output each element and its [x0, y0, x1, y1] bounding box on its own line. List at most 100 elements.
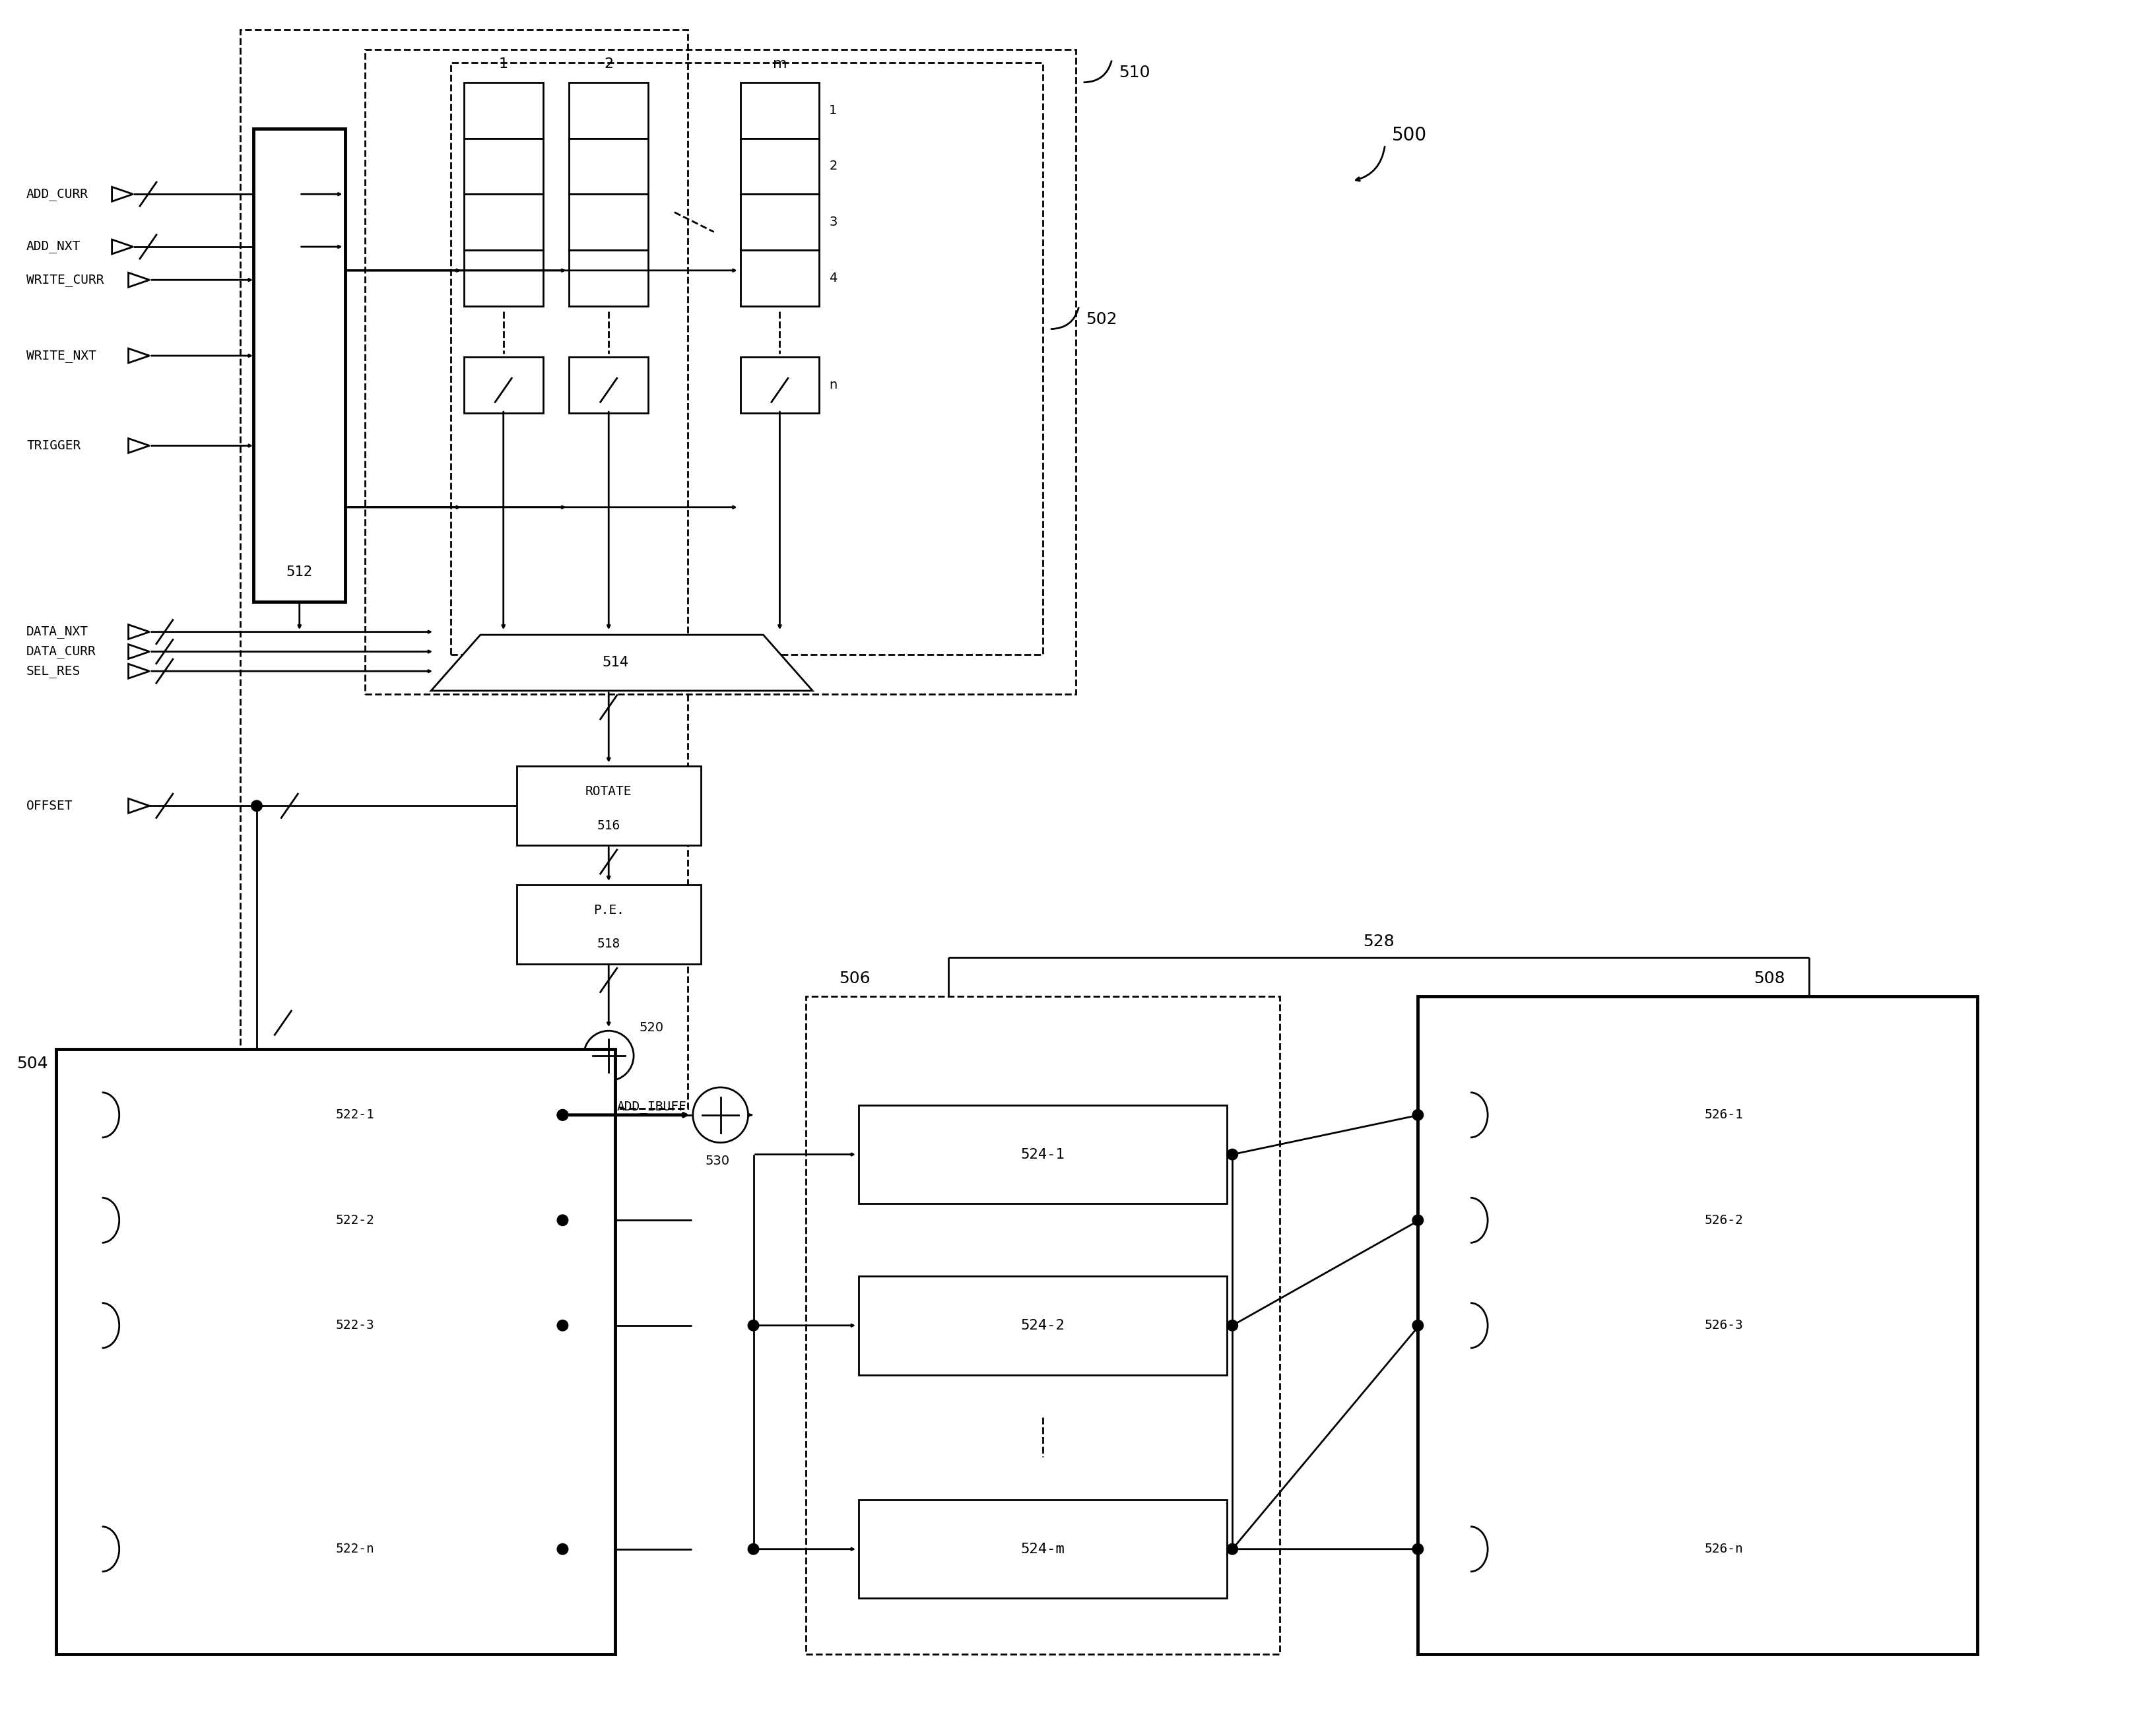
- Text: ROTATE: ROTATE: [585, 785, 632, 799]
- Text: ADD_CURR: ADD_CURR: [26, 187, 88, 200]
- Text: 2: 2: [829, 160, 838, 172]
- Bar: [103, 1517, 564, 1580]
- Bar: [463, 250, 542, 306]
- Circle shape: [692, 1087, 748, 1142]
- Circle shape: [1412, 1213, 1423, 1226]
- Bar: [463, 82, 542, 139]
- Text: 526-3: 526-3: [1704, 1319, 1742, 1332]
- Text: 526-2: 526-2: [1704, 1213, 1742, 1227]
- Bar: [103, 1189, 564, 1252]
- Bar: [739, 194, 819, 250]
- Text: 1: 1: [499, 57, 508, 71]
- Bar: [450, 62, 1044, 654]
- Circle shape: [557, 1319, 568, 1332]
- Circle shape: [1412, 1319, 1423, 1332]
- Bar: [463, 358, 542, 413]
- Text: 512: 512: [287, 566, 313, 578]
- Circle shape: [557, 1213, 568, 1226]
- Text: 506: 506: [838, 970, 870, 986]
- Bar: [103, 1083, 564, 1146]
- Text: n: n: [829, 378, 838, 391]
- Bar: [859, 1106, 1228, 1203]
- Text: 520: 520: [639, 1021, 664, 1035]
- Text: DATA_NXT: DATA_NXT: [26, 625, 88, 639]
- Circle shape: [748, 1319, 759, 1332]
- Bar: [1470, 1083, 1931, 1146]
- Bar: [1470, 1517, 1931, 1580]
- Circle shape: [557, 1543, 568, 1555]
- Text: 510: 510: [1119, 64, 1151, 80]
- Bar: [463, 194, 542, 250]
- Text: P.E.: P.E.: [594, 904, 624, 917]
- Bar: [570, 250, 647, 306]
- Bar: [1470, 1189, 1931, 1252]
- Circle shape: [748, 1543, 759, 1555]
- Bar: [103, 1295, 564, 1358]
- Circle shape: [1226, 1543, 1239, 1555]
- Polygon shape: [129, 439, 150, 453]
- Bar: [570, 194, 647, 250]
- Text: 502: 502: [1087, 311, 1117, 326]
- Text: 524-m: 524-m: [1020, 1543, 1065, 1555]
- Bar: [1470, 1295, 1931, 1358]
- Bar: [739, 358, 819, 413]
- Bar: [1419, 996, 1978, 1654]
- Bar: [806, 996, 1279, 1654]
- Bar: [253, 128, 345, 602]
- Text: 526-1: 526-1: [1704, 1109, 1742, 1121]
- Bar: [364, 49, 1076, 694]
- Text: WRITE_CURR: WRITE_CURR: [26, 274, 105, 286]
- Polygon shape: [111, 187, 133, 201]
- Bar: [516, 885, 701, 963]
- Circle shape: [583, 1031, 634, 1082]
- Text: WRITE_NXT: WRITE_NXT: [26, 349, 96, 363]
- Text: ADD_NXT: ADD_NXT: [26, 241, 81, 253]
- Text: 518: 518: [598, 937, 619, 950]
- Circle shape: [1226, 1149, 1239, 1160]
- Text: 522-n: 522-n: [336, 1543, 375, 1555]
- Text: SEL_RES: SEL_RES: [26, 665, 81, 677]
- Polygon shape: [129, 799, 150, 812]
- Text: 522-2: 522-2: [336, 1213, 375, 1227]
- Bar: [739, 82, 819, 139]
- Text: 524-1: 524-1: [1020, 1147, 1065, 1161]
- Text: OFFSET: OFFSET: [26, 800, 73, 812]
- Text: 526-n: 526-n: [1704, 1543, 1742, 1555]
- Bar: [56, 1049, 615, 1654]
- Text: 514: 514: [602, 656, 628, 670]
- Bar: [570, 358, 647, 413]
- Circle shape: [557, 1109, 568, 1121]
- Polygon shape: [129, 349, 150, 363]
- Polygon shape: [431, 635, 812, 691]
- Polygon shape: [129, 663, 150, 679]
- Bar: [739, 139, 819, 194]
- Bar: [570, 139, 647, 194]
- Bar: [240, 30, 688, 1108]
- Bar: [739, 250, 819, 306]
- Polygon shape: [129, 644, 150, 660]
- Text: 516: 516: [598, 819, 619, 832]
- Text: 1: 1: [829, 104, 838, 116]
- Text: 522-3: 522-3: [336, 1319, 375, 1332]
- Bar: [859, 1500, 1228, 1599]
- Text: 4: 4: [829, 273, 838, 285]
- Text: TRIGGER: TRIGGER: [26, 439, 81, 451]
- Polygon shape: [129, 625, 150, 639]
- Text: 3: 3: [829, 215, 838, 229]
- Circle shape: [557, 1109, 568, 1121]
- Text: 2: 2: [604, 57, 613, 71]
- Bar: [570, 82, 647, 139]
- Text: 522-1: 522-1: [336, 1109, 375, 1121]
- Text: 508: 508: [1753, 970, 1785, 986]
- Polygon shape: [129, 273, 150, 286]
- Text: m: m: [774, 57, 786, 71]
- Circle shape: [1226, 1319, 1239, 1332]
- Text: 500: 500: [1391, 125, 1427, 144]
- Bar: [463, 139, 542, 194]
- Text: 524-2: 524-2: [1020, 1319, 1065, 1332]
- Circle shape: [1412, 1109, 1423, 1121]
- Bar: [859, 1276, 1228, 1375]
- Circle shape: [251, 800, 264, 812]
- Text: DATA_CURR: DATA_CURR: [26, 646, 96, 658]
- Text: ADD_IBUFF: ADD_IBUFF: [617, 1101, 686, 1113]
